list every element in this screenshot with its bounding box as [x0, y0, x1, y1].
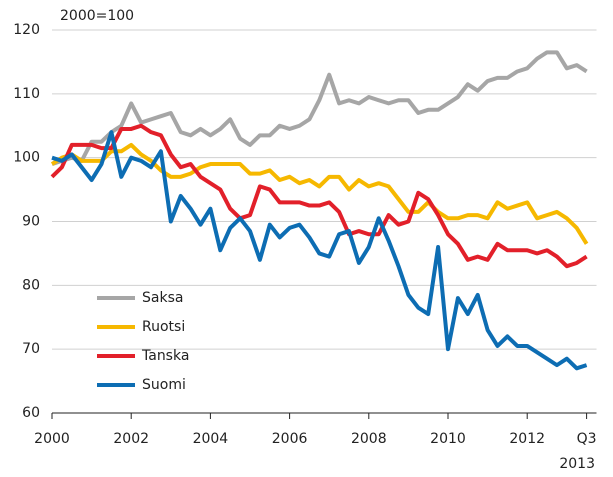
y-tick-label: 110 [13, 86, 40, 102]
x-tick-label: 2010 [430, 431, 466, 447]
y-tick-label: 70 [22, 341, 40, 357]
x-tick-label: 2000 [34, 431, 70, 447]
x-tick-label: 2004 [193, 431, 229, 447]
x-tick-label: 2008 [351, 431, 387, 447]
legend-label: Suomi [142, 377, 186, 393]
x-tick-label: 2002 [113, 431, 149, 447]
line [50, 123, 588, 269]
x-tick-label: 2012 [509, 431, 545, 447]
y-tick-label: 90 [22, 214, 40, 230]
y-tick-label: 60 [22, 405, 40, 421]
line [50, 142, 589, 245]
legend-label: Saksa [142, 290, 183, 306]
unit-label: 2000=100 [60, 8, 134, 24]
x-tick-label: 2006 [272, 431, 308, 447]
line [51, 130, 588, 371]
line [51, 50, 588, 166]
y-tick-label: 80 [22, 277, 40, 293]
y-tick-label: 100 [13, 150, 40, 166]
x-tick-label: Q3 [577, 431, 597, 447]
legend-label: Ruotsi [142, 319, 185, 335]
legend-label: Tanska [141, 348, 189, 364]
x-annotation: 2013 [559, 456, 595, 472]
y-tick-label: 120 [13, 22, 40, 38]
